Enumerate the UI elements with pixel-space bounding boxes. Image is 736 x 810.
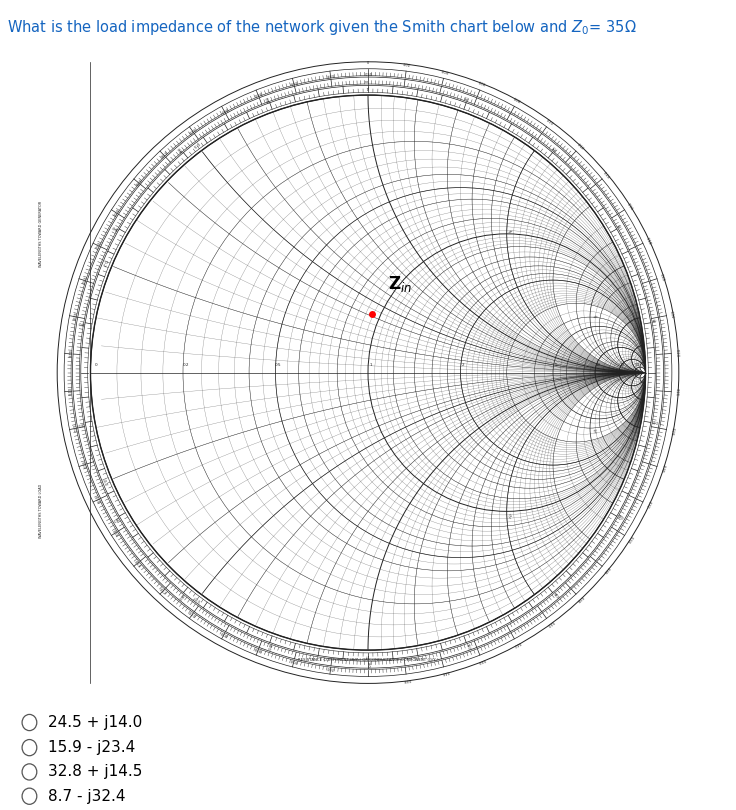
Text: 0.26: 0.26 [675, 388, 679, 396]
Text: 160: 160 [464, 642, 471, 650]
Text: 0.26: 0.26 [66, 350, 71, 358]
Text: j0.5: j0.5 [193, 140, 201, 148]
Text: 260: 260 [77, 420, 85, 426]
Text: 0.28: 0.28 [71, 312, 76, 321]
Text: 0.24: 0.24 [675, 349, 679, 357]
Text: -j2: -j2 [508, 512, 514, 518]
Text: 0.28: 0.28 [669, 426, 675, 435]
Text: 32.8 + j14.5: 32.8 + j14.5 [48, 765, 142, 779]
Text: 200: 200 [265, 642, 272, 650]
Text: 0.24: 0.24 [66, 387, 71, 395]
Text: 8.7 - j32.4: 8.7 - j32.4 [48, 789, 125, 804]
Text: 0.38: 0.38 [158, 150, 166, 158]
Text: 300: 300 [112, 224, 119, 230]
Text: 240: 240 [112, 515, 119, 522]
Text: $\mathbf{Z}_{in}$: $\mathbf{Z}_{in}$ [388, 274, 412, 294]
Text: 0.40: 0.40 [187, 126, 196, 134]
Text: 180: 180 [366, 661, 370, 667]
Text: 0.36: 0.36 [132, 177, 141, 185]
Text: 1: 1 [369, 363, 372, 367]
Text: 0.42: 0.42 [513, 640, 522, 647]
Text: 0.12: 0.12 [576, 143, 584, 151]
Text: 0.46: 0.46 [441, 669, 449, 676]
Text: 0.34: 0.34 [626, 534, 633, 543]
Text: 0.30: 0.30 [79, 275, 85, 284]
Text: 60: 60 [618, 224, 623, 230]
Text: 0: 0 [95, 363, 97, 367]
Text: WAVELENGTHS TOWARD LOAD: WAVELENGTHS TOWARD LOAD [38, 484, 43, 539]
Text: 0.18: 0.18 [645, 237, 651, 245]
Text: What is the load impedance of the network given the Smith chart below and $Z_0$=: What is the load impedance of the networ… [7, 18, 637, 36]
Text: WAVELENGTHS TOWARD GENERATOR: WAVELENGTHS TOWARD GENERATOR [38, 201, 43, 267]
Text: 0.06: 0.06 [253, 649, 262, 655]
Text: 0.48: 0.48 [403, 677, 411, 682]
Text: 0.12: 0.12 [158, 587, 166, 595]
Text: 0: 0 [367, 62, 369, 65]
Text: 0.10: 0.10 [187, 612, 196, 620]
Text: 0: 0 [366, 80, 370, 83]
Text: 0.2: 0.2 [183, 363, 189, 367]
Text: 24.5 + j14.0: 24.5 + j14.0 [48, 715, 142, 730]
Text: 0.32: 0.32 [645, 500, 651, 509]
Text: 100: 100 [651, 420, 659, 426]
Text: 0.20: 0.20 [659, 273, 665, 281]
Text: 0.22: 0.22 [71, 424, 76, 433]
Text: 0.32: 0.32 [93, 241, 100, 249]
Text: 2: 2 [462, 363, 464, 367]
Text: 140: 140 [551, 592, 559, 599]
Text: 0.10: 0.10 [545, 118, 554, 126]
Text: j1: j1 [367, 85, 369, 89]
Text: 0.16: 0.16 [626, 202, 633, 211]
Text: 5: 5 [554, 363, 557, 367]
Text: j5: j5 [594, 313, 599, 318]
Text: 0.06: 0.06 [478, 82, 486, 88]
Text: -j1: -j1 [366, 656, 370, 660]
Text: 0.20: 0.20 [79, 461, 85, 470]
Text: 10: 10 [595, 363, 601, 367]
Text: 0.46: 0.46 [289, 79, 297, 85]
Text: 0.08: 0.08 [219, 632, 227, 639]
Text: 0.04: 0.04 [289, 660, 297, 667]
Text: -j0.5: -j0.5 [192, 597, 201, 605]
Text: -j0.2: -j0.2 [101, 478, 107, 488]
Text: 15.9 - j23.4: 15.9 - j23.4 [48, 740, 135, 755]
Text: 0.44: 0.44 [253, 90, 262, 96]
Text: j0.2: j0.2 [101, 258, 107, 266]
Text: 0.18: 0.18 [93, 496, 100, 505]
Text: 0.22: 0.22 [669, 310, 675, 319]
Text: 220: 220 [177, 592, 185, 599]
Text: 340: 340 [265, 95, 272, 103]
Text: 0.38: 0.38 [576, 594, 584, 603]
Text: 40: 40 [552, 147, 559, 152]
Text: 320: 320 [177, 146, 185, 153]
Text: 0.14: 0.14 [602, 171, 610, 180]
Text: RESISTANCE COMPONENT (R/Z₀) OR CONDUCTANCE COMPONENT (G/Y₀): RESISTANCE COMPONENT (R/Z₀) OR CONDUCTAN… [297, 659, 439, 663]
Text: 280: 280 [77, 319, 85, 325]
Text: 0.30: 0.30 [659, 464, 665, 472]
Text: 0.42: 0.42 [219, 106, 227, 113]
Text: 0.5: 0.5 [275, 363, 282, 367]
Text: 0.02: 0.02 [403, 63, 411, 68]
Text: 0.40: 0.40 [545, 619, 554, 627]
Text: 0.14: 0.14 [132, 560, 141, 569]
Text: 20: 20 [619, 363, 624, 367]
Text: 120: 120 [617, 515, 624, 522]
Text: -j5: -j5 [594, 427, 599, 433]
Text: 0.48: 0.48 [326, 72, 335, 77]
Text: 0.02: 0.02 [326, 668, 335, 673]
Text: 0.04: 0.04 [441, 70, 449, 76]
Text: 0.16: 0.16 [110, 529, 118, 538]
Text: 80: 80 [652, 320, 657, 324]
Text: 20: 20 [465, 96, 470, 101]
Text: 0.34: 0.34 [110, 207, 118, 216]
Text: 0.50: 0.50 [364, 70, 372, 75]
Text: 0.36: 0.36 [602, 565, 610, 574]
Text: 0.08: 0.08 [513, 98, 522, 105]
Text: j2: j2 [509, 227, 514, 232]
Text: 50: 50 [634, 363, 640, 367]
Text: 0.44: 0.44 [478, 657, 486, 663]
